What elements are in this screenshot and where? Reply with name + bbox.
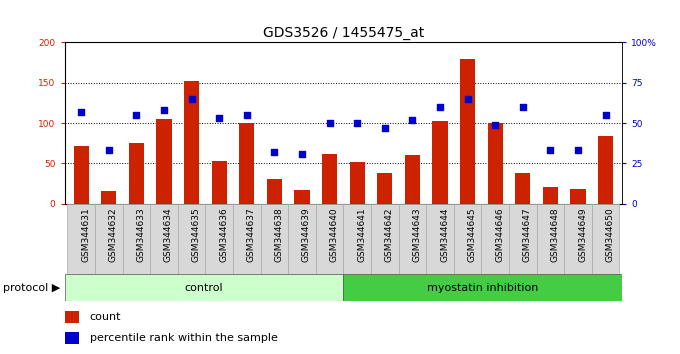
Text: GSM344643: GSM344643 <box>412 207 422 262</box>
Bar <box>156 119 171 204</box>
Title: GDS3526 / 1455475_at: GDS3526 / 1455475_at <box>262 26 424 40</box>
Point <box>379 125 390 131</box>
FancyBboxPatch shape <box>537 204 564 274</box>
FancyBboxPatch shape <box>371 204 398 274</box>
Point <box>407 117 418 122</box>
Point <box>462 96 473 102</box>
Text: GSM344632: GSM344632 <box>109 207 118 262</box>
Point <box>269 149 280 155</box>
FancyBboxPatch shape <box>509 204 537 274</box>
Text: GSM344633: GSM344633 <box>137 207 146 262</box>
Bar <box>239 123 254 204</box>
Bar <box>129 143 144 204</box>
Point <box>435 104 445 110</box>
Text: protocol ▶: protocol ▶ <box>3 282 61 293</box>
Point <box>103 148 114 153</box>
Text: control: control <box>185 282 223 293</box>
Bar <box>184 81 199 204</box>
FancyBboxPatch shape <box>564 204 592 274</box>
FancyBboxPatch shape <box>343 204 371 274</box>
Point <box>517 104 528 110</box>
Point <box>600 112 611 118</box>
FancyBboxPatch shape <box>150 204 177 274</box>
FancyBboxPatch shape <box>454 204 481 274</box>
FancyBboxPatch shape <box>95 204 122 274</box>
Bar <box>488 123 503 204</box>
Text: GSM344638: GSM344638 <box>275 207 284 262</box>
Bar <box>294 190 309 204</box>
Bar <box>101 192 116 204</box>
Point <box>131 112 142 118</box>
Text: GSM344648: GSM344648 <box>550 207 560 262</box>
Text: GSM344646: GSM344646 <box>495 207 505 262</box>
FancyBboxPatch shape <box>592 204 619 274</box>
FancyBboxPatch shape <box>122 204 150 274</box>
Point <box>352 120 362 126</box>
Text: GSM344636: GSM344636 <box>219 207 228 262</box>
Bar <box>343 274 622 301</box>
Bar <box>432 121 447 204</box>
Bar <box>267 179 282 204</box>
Text: myostatin inhibition: myostatin inhibition <box>427 282 539 293</box>
FancyBboxPatch shape <box>177 204 205 274</box>
Bar <box>322 154 337 204</box>
FancyBboxPatch shape <box>205 204 233 274</box>
Text: percentile rank within the sample: percentile rank within the sample <box>90 333 277 343</box>
FancyBboxPatch shape <box>233 204 260 274</box>
FancyBboxPatch shape <box>316 204 343 274</box>
Bar <box>65 274 343 301</box>
FancyBboxPatch shape <box>67 204 95 274</box>
FancyBboxPatch shape <box>260 204 288 274</box>
FancyBboxPatch shape <box>288 204 316 274</box>
Point <box>214 115 224 121</box>
Point <box>296 151 307 156</box>
Bar <box>598 136 613 204</box>
Bar <box>65 332 78 343</box>
Text: GSM344642: GSM344642 <box>385 207 394 262</box>
FancyBboxPatch shape <box>398 204 426 274</box>
Text: GSM344635: GSM344635 <box>192 207 201 262</box>
Point <box>158 107 169 113</box>
FancyBboxPatch shape <box>481 204 509 274</box>
Text: GSM344634: GSM344634 <box>164 207 173 262</box>
Point <box>490 122 500 127</box>
Bar <box>73 145 89 204</box>
Point <box>186 96 197 102</box>
Bar <box>515 173 530 204</box>
Point <box>573 148 583 153</box>
Text: GSM344649: GSM344649 <box>578 207 587 262</box>
Text: GSM344650: GSM344650 <box>606 207 615 262</box>
Bar <box>65 312 78 323</box>
Point <box>545 148 556 153</box>
Point <box>241 112 252 118</box>
Point <box>75 109 86 115</box>
Text: GSM344645: GSM344645 <box>468 207 477 262</box>
Bar <box>543 188 558 204</box>
Bar <box>460 58 475 204</box>
Text: GSM344640: GSM344640 <box>330 207 339 262</box>
Bar <box>350 162 364 204</box>
Text: count: count <box>90 312 121 322</box>
Text: GSM344637: GSM344637 <box>247 207 256 262</box>
Text: GSM344644: GSM344644 <box>440 207 449 262</box>
Text: GSM344639: GSM344639 <box>302 207 311 262</box>
Bar <box>571 189 585 204</box>
FancyBboxPatch shape <box>426 204 454 274</box>
Bar <box>211 161 226 204</box>
Point <box>324 120 335 126</box>
Text: GSM344631: GSM344631 <box>81 207 90 262</box>
Bar <box>377 173 392 204</box>
Text: GSM344647: GSM344647 <box>523 207 532 262</box>
Bar <box>405 155 420 204</box>
Text: GSM344641: GSM344641 <box>357 207 367 262</box>
